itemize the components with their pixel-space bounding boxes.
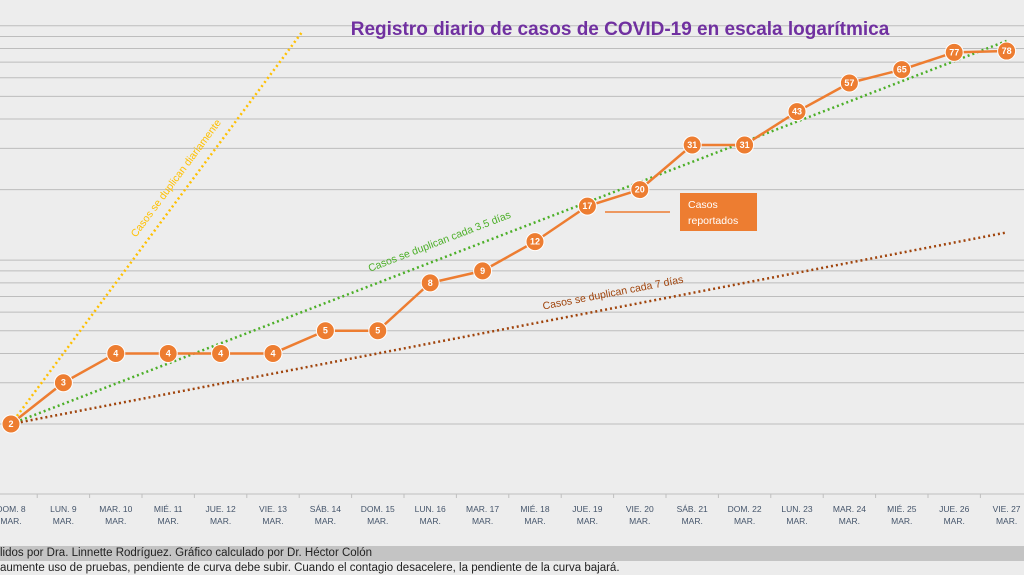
data-label: 12 (530, 237, 540, 247)
x-tick-label: MAR. (734, 516, 755, 526)
legend-label-2: reportados (688, 215, 738, 227)
x-tick-label: MAR. (105, 516, 126, 526)
data-point (263, 343, 283, 363)
x-tick-label: MAR. 24 (833, 504, 866, 514)
data-point (420, 273, 440, 293)
x-tick-label: MAR. (53, 516, 74, 526)
data-label: 17 (582, 201, 592, 211)
data-label: 5 (375, 326, 380, 336)
x-tick-label: MAR. (420, 516, 441, 526)
x-tick-label: SÁB. 14 (310, 504, 341, 514)
data-label: 43 (792, 107, 802, 117)
x-tick-label: MAR. (524, 516, 545, 526)
chart-background (0, 0, 1024, 546)
x-tick-label: VIE. 13 (259, 504, 287, 514)
data-point (892, 60, 912, 80)
footer-credits: lidos por Dra. Linnette Rodríguez. Gráfi… (0, 546, 1024, 561)
x-tick-label: VIE. 27 (993, 504, 1021, 514)
x-tick-label: MAR. (315, 516, 336, 526)
x-tick-label: MAR. (0, 516, 21, 526)
data-point (1, 414, 21, 434)
x-tick-label: MAR. 10 (99, 504, 132, 514)
data-point (577, 196, 597, 216)
data-label: 20 (635, 185, 645, 195)
data-point (368, 321, 388, 341)
x-tick-label: MAR. (210, 516, 231, 526)
footer-note: aumente uso de pruebas, pendiente de cur… (0, 561, 1024, 575)
data-point (944, 42, 964, 62)
x-tick-label: MAR. (577, 516, 598, 526)
legend-box (680, 193, 757, 231)
x-tick-label: MAR. 17 (466, 504, 499, 514)
x-tick-label: MAR. (158, 516, 179, 526)
data-point (787, 102, 807, 122)
x-tick-label: MAR. (262, 516, 283, 526)
x-tick-label: MAR. (682, 516, 703, 526)
data-label: 2 (8, 419, 13, 429)
data-label: 3 (61, 378, 66, 388)
data-point (106, 343, 126, 363)
data-label: 4 (113, 348, 118, 358)
reference-line (9, 30, 304, 425)
data-label: 57 (844, 78, 854, 88)
x-tick-label: MIÉ. 11 (154, 504, 183, 514)
x-tick-label: MAR. (786, 516, 807, 526)
x-tick-label: DOM. 22 (728, 504, 762, 514)
data-label: 77 (949, 47, 959, 57)
x-tick-label: MAR. (944, 516, 965, 526)
x-tick-label: LUN. 23 (781, 504, 812, 514)
x-tick-label: JUE. 19 (572, 504, 603, 514)
data-point (997, 41, 1017, 61)
x-tick-label: LUN. 9 (50, 504, 77, 514)
data-label: 78 (1002, 46, 1012, 56)
data-point (630, 180, 650, 200)
x-tick-label: VIE. 20 (626, 504, 654, 514)
x-tick-label: JUE. 12 (205, 504, 236, 514)
x-tick-label: MAR. (996, 516, 1017, 526)
legend: Casos reportados (605, 193, 757, 231)
data-label: 4 (166, 348, 171, 358)
x-tick-label: SÁB. 21 (677, 504, 708, 514)
data-point (525, 232, 545, 252)
data-label: 4 (270, 348, 275, 358)
data-label: 4 (218, 348, 223, 358)
x-tick-label: MIÉ. 18 (520, 504, 550, 514)
x-tick-label: DOM. 15 (361, 504, 395, 514)
x-tick-label: LUN. 16 (415, 504, 446, 514)
data-point (315, 321, 335, 341)
data-label: 31 (687, 140, 697, 150)
x-tick-label: MAR. (629, 516, 650, 526)
reference-line (10, 231, 1007, 426)
data-point (53, 373, 73, 393)
series-casos: 2 3 4 4 4 4 5 5 8 9 12 17 20 31 31 43 57 65 77 78 (1, 41, 1017, 434)
data-label: 8 (428, 278, 433, 288)
data-point (211, 343, 231, 363)
data-point (473, 261, 493, 281)
x-tick-label: MIÉ. 25 (887, 504, 917, 514)
data-point (682, 135, 702, 155)
data-label: 9 (480, 266, 485, 276)
data-point (839, 73, 859, 93)
data-label: 5 (323, 326, 328, 336)
x-tick-label: MAR. (839, 516, 860, 526)
x-tick-label: MAR. (891, 516, 912, 526)
x-tick-label: JUE. 26 (939, 504, 970, 514)
data-label: 65 (897, 65, 907, 75)
chart: DOM. 8 MAR. LUN. 9 MAR. MAR. 10 MAR. MIÉ. 11 MA… (0, 0, 1024, 546)
legend-label-1: Casos (688, 199, 718, 211)
data-point (735, 135, 755, 155)
x-tick-label: DOM. 8 (0, 504, 26, 514)
x-tick-label: MAR. (367, 516, 388, 526)
data-point (158, 343, 178, 363)
chart-title: Registro diario de casos de COVID-19 en … (351, 19, 890, 40)
data-label: 31 (740, 140, 750, 150)
x-axis: DOM. 8 MAR. LUN. 9 MAR. MAR. 10 MAR. MIÉ. 11 MA… (0, 493, 1024, 526)
x-tick-label: MAR. (472, 516, 493, 526)
